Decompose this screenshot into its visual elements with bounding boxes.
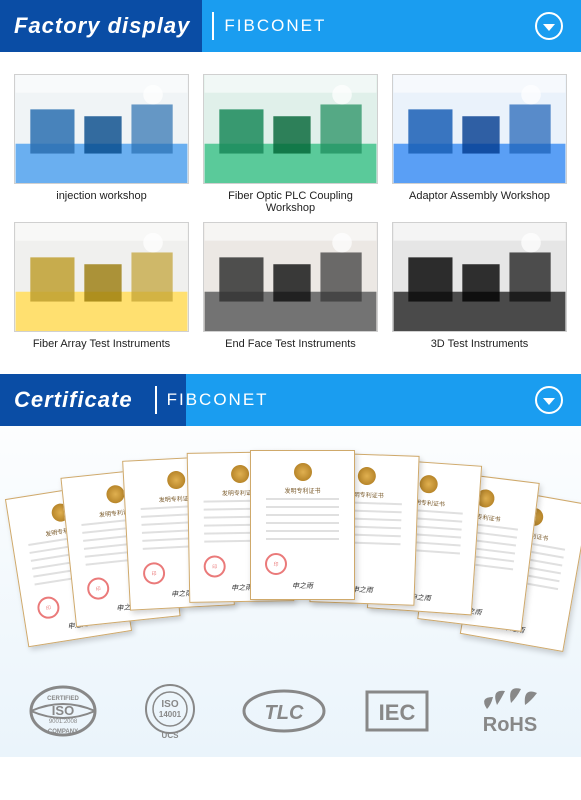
logo-row: CERTIFIED ISO 9001:2008 COMPANY ISO 1400… [0, 671, 581, 743]
brand-label: FIBCONET [167, 390, 269, 410]
emblem-icon [166, 471, 185, 490]
factory-item: 3D Test Instruments [392, 222, 567, 362]
factory-caption: Adaptor Assembly Workshop [409, 190, 550, 214]
factory-item: Fiber Array Test Instruments [14, 222, 189, 362]
svg-text:IEC: IEC [379, 700, 416, 725]
seal-icon: 印 [203, 555, 225, 577]
svg-text:UCS: UCS [161, 731, 179, 739]
factory-caption: injection workshop [56, 190, 147, 214]
iso14001-logo: ISO 14001 UCS [135, 683, 205, 739]
certificate-section: Certificate FIBCONET 发明专利证书 印 申之雨 发明专利证书… [0, 374, 581, 757]
chevron-down-icon [535, 386, 563, 414]
factory-thumb [14, 222, 189, 332]
emblem-icon [230, 465, 248, 483]
seal-icon: 印 [36, 595, 61, 620]
chevron-down-icon [535, 12, 563, 40]
svg-text:9001:2008: 9001:2008 [49, 719, 78, 725]
factory-caption: Fiber Array Test Instruments [33, 338, 170, 362]
svg-text:ISO: ISO [161, 699, 178, 710]
emblem-icon [419, 475, 438, 494]
factory-caption: End Face Test Instruments [225, 338, 356, 362]
svg-text:COMPANY: COMPANY [48, 729, 78, 735]
section-title: Factory display [0, 0, 202, 52]
iec-logo: IEC [364, 686, 430, 736]
section-title: Certificate [0, 374, 145, 426]
cert-heading: 发明专利证书 [284, 486, 320, 495]
seal-icon: 印 [265, 553, 287, 575]
factory-header: Factory display FIBCONET [0, 0, 581, 52]
factory-item: Fiber Optic PLC Coupling Workshop [203, 74, 378, 214]
iso-certified-logo: CERTIFIED ISO 9001:2008 COMPANY [28, 683, 98, 739]
certificate-header: Certificate FIBCONET [0, 374, 581, 426]
factory-thumb [203, 74, 378, 184]
factory-caption: Fiber Optic PLC Coupling Workshop [203, 190, 378, 214]
divider [155, 386, 157, 414]
factory-grid: injection workshop Fiber Optic PLC Coupl… [0, 52, 581, 374]
factory-thumb [203, 222, 378, 332]
certificate-card: 发明专利证书 印 申之雨 [250, 450, 355, 600]
svg-text:TLC: TLC [265, 702, 304, 724]
brand-label: FIBCONET [224, 16, 326, 36]
factory-thumb [392, 222, 567, 332]
factory-item: injection workshop [14, 74, 189, 214]
emblem-icon [357, 467, 376, 486]
rohs-logo: RoHS [467, 683, 553, 739]
divider [212, 12, 214, 40]
svg-text:ISO: ISO [52, 703, 74, 718]
signature: 申之雨 [231, 583, 252, 593]
svg-text:RoHS: RoHS [482, 714, 536, 736]
factory-thumb [392, 74, 567, 184]
signature: 申之雨 [292, 581, 313, 591]
factory-caption: 3D Test Instruments [431, 338, 529, 362]
seal-icon: 印 [143, 562, 166, 585]
factory-thumb [14, 74, 189, 184]
emblem-icon [294, 463, 312, 481]
svg-text:14001: 14001 [159, 710, 182, 719]
factory-item: End Face Test Instruments [203, 222, 378, 362]
svg-text:CERTIFIED: CERTIFIED [47, 696, 79, 702]
seal-icon: 印 [86, 576, 110, 600]
emblem-icon [105, 484, 125, 504]
certificate-fan: 发明专利证书 印 申之雨 发明专利证书 印 申之雨 发明专利证书 印 申之雨 发… [14, 448, 567, 663]
factory-item: Adaptor Assembly Workshop [392, 74, 567, 214]
tlc-logo: TLC [241, 688, 327, 734]
